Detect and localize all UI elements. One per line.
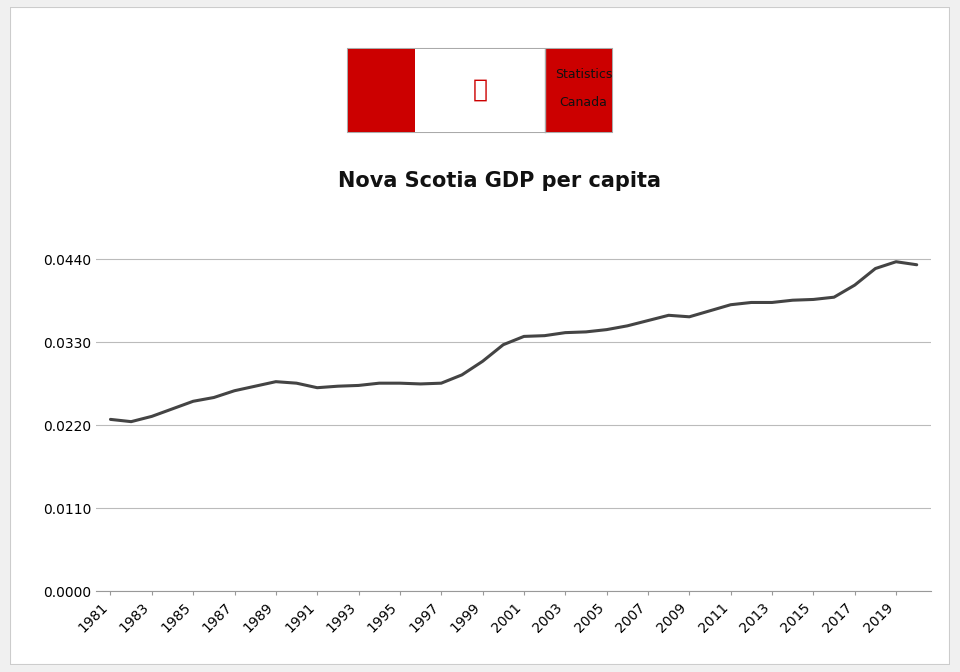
- Text: 🍁: 🍁: [472, 78, 488, 101]
- Bar: [544, 49, 612, 132]
- FancyBboxPatch shape: [10, 7, 950, 665]
- Bar: [416, 49, 544, 132]
- Text: Nova Scotia GDP per capita: Nova Scotia GDP per capita: [338, 171, 660, 192]
- Bar: [348, 49, 416, 132]
- Text: Canada: Canada: [560, 96, 608, 110]
- Text: Statistics: Statistics: [555, 68, 612, 81]
- FancyBboxPatch shape: [348, 49, 612, 132]
